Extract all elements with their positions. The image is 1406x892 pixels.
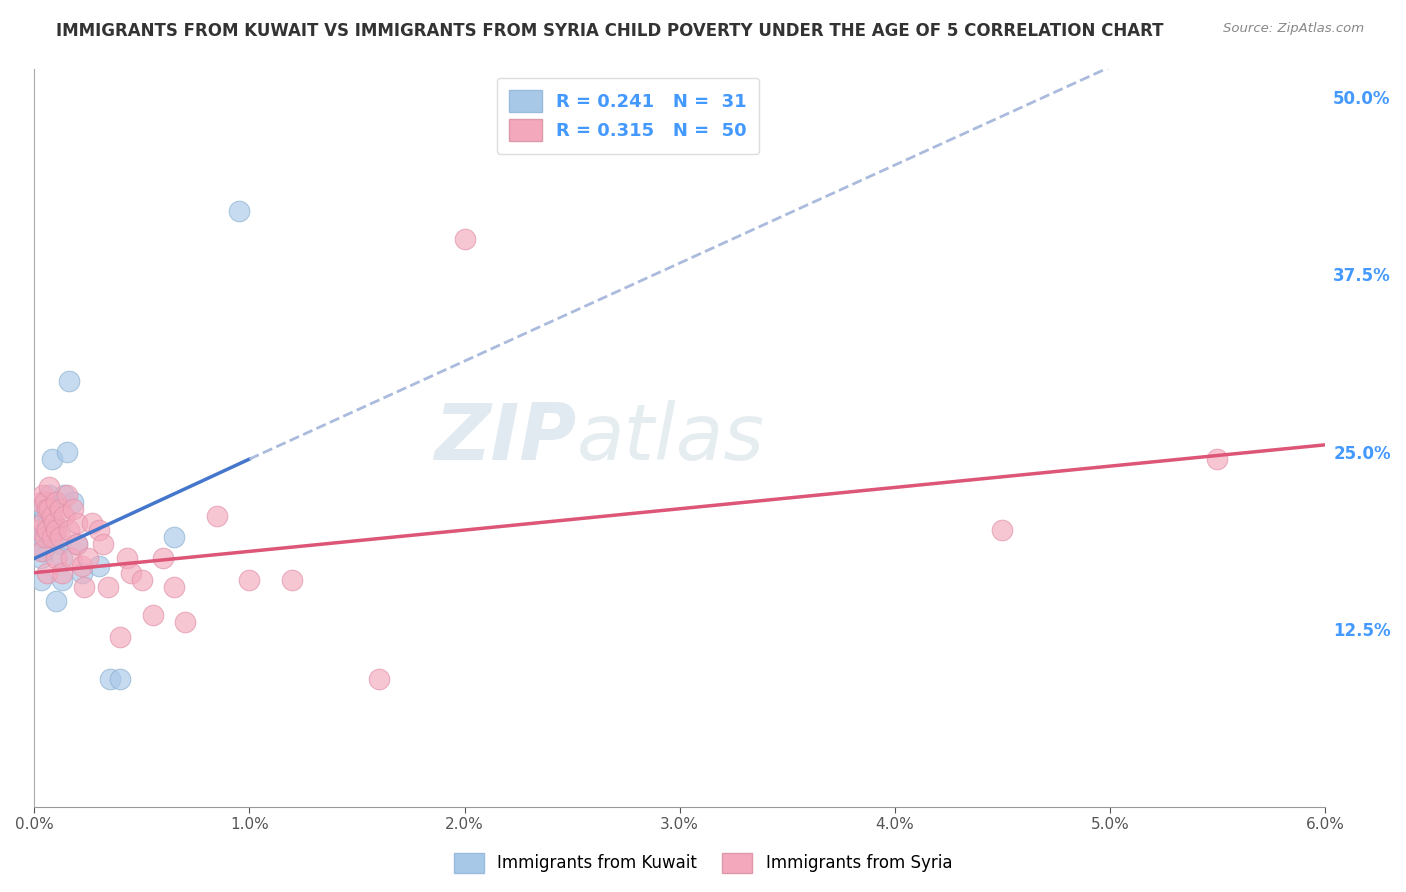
Point xyxy=(110,672,132,686)
Point xyxy=(62,501,84,516)
Point xyxy=(174,615,197,630)
Point xyxy=(41,530,63,544)
Point xyxy=(49,530,72,544)
Point xyxy=(30,544,52,558)
Point xyxy=(228,203,250,218)
Text: ZIP: ZIP xyxy=(434,400,576,475)
Point xyxy=(115,551,138,566)
Point xyxy=(38,480,60,494)
Point xyxy=(30,551,52,566)
Text: IMMIGRANTS FROM KUWAIT VS IMMIGRANTS FROM SYRIA CHILD POVERTY UNDER THE AGE OF 5: IMMIGRANTS FROM KUWAIT VS IMMIGRANTS FRO… xyxy=(56,22,1164,40)
Text: atlas: atlas xyxy=(576,400,765,475)
Point xyxy=(42,516,65,530)
Point xyxy=(58,523,80,537)
Point xyxy=(37,523,59,537)
Point xyxy=(38,487,60,501)
Point xyxy=(45,523,67,537)
Point xyxy=(45,494,67,508)
Point xyxy=(42,516,65,530)
Point xyxy=(66,537,89,551)
Point xyxy=(49,537,72,551)
Point xyxy=(98,672,121,686)
Point xyxy=(62,494,84,508)
Point xyxy=(37,516,59,530)
Point xyxy=(70,566,93,580)
Point xyxy=(28,523,51,537)
Point xyxy=(30,530,52,544)
Point xyxy=(49,501,72,516)
Legend: R = 0.241   N =  31, R = 0.315   N =  50: R = 0.241 N = 31, R = 0.315 N = 50 xyxy=(496,78,759,154)
Point xyxy=(38,501,60,516)
Point xyxy=(77,551,100,566)
Point xyxy=(32,516,55,530)
Point xyxy=(82,516,104,530)
Legend: Immigrants from Kuwait, Immigrants from Syria: Immigrants from Kuwait, Immigrants from … xyxy=(447,847,959,880)
Text: Source: ZipAtlas.com: Source: ZipAtlas.com xyxy=(1223,22,1364,36)
Point xyxy=(59,551,82,566)
Point xyxy=(55,445,77,459)
Point xyxy=(87,558,110,573)
Point xyxy=(87,523,110,537)
Point xyxy=(32,501,55,516)
Point xyxy=(34,523,56,537)
Point xyxy=(32,544,55,558)
Point xyxy=(163,580,186,594)
Point xyxy=(41,508,63,523)
Point xyxy=(66,537,89,551)
Point xyxy=(51,573,73,587)
Point xyxy=(120,566,142,580)
Point xyxy=(34,530,56,544)
Point xyxy=(163,530,186,544)
Point xyxy=(110,630,132,644)
Point xyxy=(45,551,67,566)
Point xyxy=(34,494,56,508)
Point xyxy=(30,573,52,587)
Point xyxy=(37,501,59,516)
Point xyxy=(66,516,89,530)
Point xyxy=(205,508,228,523)
Point xyxy=(152,551,174,566)
Point xyxy=(1206,452,1229,467)
Point xyxy=(30,494,52,508)
Point xyxy=(37,566,59,580)
Point xyxy=(142,608,165,623)
Point xyxy=(70,558,93,573)
Point xyxy=(238,573,260,587)
Point xyxy=(51,566,73,580)
Point xyxy=(53,487,76,501)
Point xyxy=(38,501,60,516)
Point xyxy=(96,580,118,594)
Point xyxy=(281,573,304,587)
Point xyxy=(367,672,389,686)
Point xyxy=(55,487,77,501)
Point xyxy=(41,452,63,467)
Point xyxy=(45,594,67,608)
Point xyxy=(58,374,80,388)
Point xyxy=(45,494,67,508)
Point xyxy=(53,508,76,523)
Point xyxy=(45,523,67,537)
Point xyxy=(91,537,114,551)
Point xyxy=(34,508,56,523)
Point xyxy=(73,580,96,594)
Point xyxy=(32,487,55,501)
Point xyxy=(38,530,60,544)
Point xyxy=(453,232,475,246)
Point xyxy=(37,494,59,508)
Point xyxy=(131,573,153,587)
Point xyxy=(991,523,1014,537)
Point xyxy=(51,551,73,566)
